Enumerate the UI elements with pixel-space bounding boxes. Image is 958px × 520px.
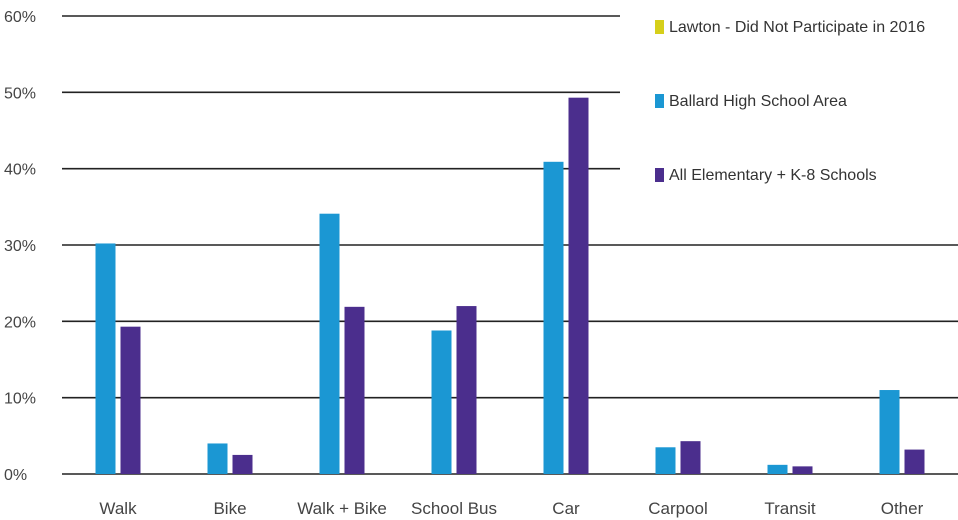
legend-swatch: [655, 20, 664, 34]
bar: [232, 454, 253, 474]
bar: [655, 447, 676, 474]
y-tick-label: 10%: [4, 391, 36, 408]
x-category-label: Walk + Bike: [297, 499, 387, 518]
legend-label: All Elementary + K-8 Schools: [669, 167, 877, 184]
legend-label: Ballard High School Area: [669, 93, 847, 110]
bars: [95, 97, 925, 474]
bar: [120, 326, 141, 474]
bar: [207, 443, 228, 474]
y-tick-label: 0%: [4, 467, 27, 484]
legend-swatch: [655, 94, 664, 108]
bar: [431, 330, 452, 474]
bar: [456, 306, 477, 474]
legend-label: Lawton - Did Not Participate in 2016: [669, 19, 925, 36]
bar: [879, 390, 900, 474]
y-axis-ticks: 0% 10% 20% 30% 40% 50% 60%: [4, 9, 36, 484]
legend: Lawton - Did Not Participate in 2016 Ball…: [655, 19, 925, 184]
bar: [904, 449, 925, 474]
bar: [568, 97, 589, 474]
bar: [95, 243, 116, 474]
bar: [319, 213, 340, 474]
x-category-label: Transit: [764, 499, 816, 518]
y-tick-label: 60%: [4, 9, 36, 26]
y-tick-label: 40%: [4, 162, 36, 179]
gridlines: [62, 15, 958, 475]
y-tick-label: 30%: [4, 238, 36, 255]
x-axis-categories: Walk Bike Walk + Bike School Bus Car Carpool T…: [99, 499, 923, 518]
bar: [792, 466, 813, 474]
x-category-label: Carpool: [648, 499, 708, 518]
bar: [543, 161, 564, 474]
x-category-label: Bike: [213, 499, 246, 518]
x-category-label: Walk: [99, 499, 137, 518]
y-tick-label: 50%: [4, 85, 36, 102]
bar: [680, 441, 701, 474]
bar: [767, 464, 788, 474]
legend-swatch: [655, 168, 664, 182]
x-category-label: Other: [881, 499, 924, 518]
y-tick-label: 20%: [4, 314, 36, 331]
x-category-label: School Bus: [411, 499, 497, 518]
x-category-label: Car: [552, 499, 580, 518]
bar: [344, 306, 365, 474]
